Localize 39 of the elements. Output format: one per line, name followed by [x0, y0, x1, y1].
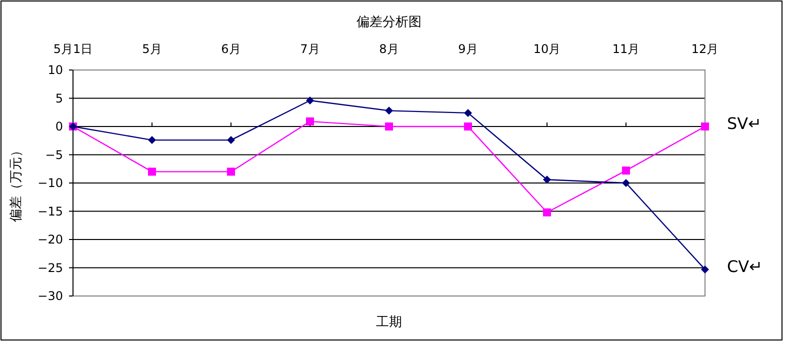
y-tick-label: −30	[38, 289, 63, 303]
x-tick-label: 5月1日	[53, 42, 93, 56]
point	[385, 122, 393, 130]
point	[148, 168, 156, 176]
point	[227, 168, 235, 176]
x-tick-label: 5月	[142, 42, 162, 56]
x-tick-label: 11月	[612, 42, 640, 56]
point	[543, 208, 551, 216]
point	[306, 96, 314, 105]
x-axis-title: 工期	[376, 315, 402, 330]
y-tick-label: 10	[48, 63, 63, 77]
x-tick-label: 12月	[691, 42, 719, 56]
x-tick-label: 7月	[300, 42, 320, 56]
y-tick-label: −20	[38, 232, 63, 246]
x-tick-label: 8月	[379, 42, 399, 56]
point	[701, 122, 709, 130]
y-tick-label: −25	[38, 260, 63, 275]
point	[701, 265, 709, 274]
y-tick-label: −10	[38, 176, 63, 190]
chart-title: 偏差分析图	[356, 15, 422, 30]
x-tick-label: 9月	[458, 42, 478, 56]
point	[622, 166, 630, 175]
x-tick-label: 10月	[533, 42, 561, 56]
series-label: CV↵	[727, 256, 763, 276]
point	[385, 106, 393, 115]
point	[543, 176, 551, 184]
series-label: SV↵	[727, 114, 762, 133]
point	[148, 136, 156, 144]
point	[622, 179, 630, 187]
y-tick-label: 5	[55, 91, 63, 106]
y-tick-label: 0	[55, 120, 63, 134]
point	[464, 108, 472, 117]
y-tick-label: −15	[38, 204, 63, 218]
x-tick-label: 6月	[221, 42, 241, 56]
point	[306, 117, 314, 126]
y-tick-label: −5	[45, 148, 63, 162]
point	[227, 136, 235, 144]
point	[464, 122, 472, 130]
y-axis-title: 偏差（万元）	[9, 144, 24, 222]
